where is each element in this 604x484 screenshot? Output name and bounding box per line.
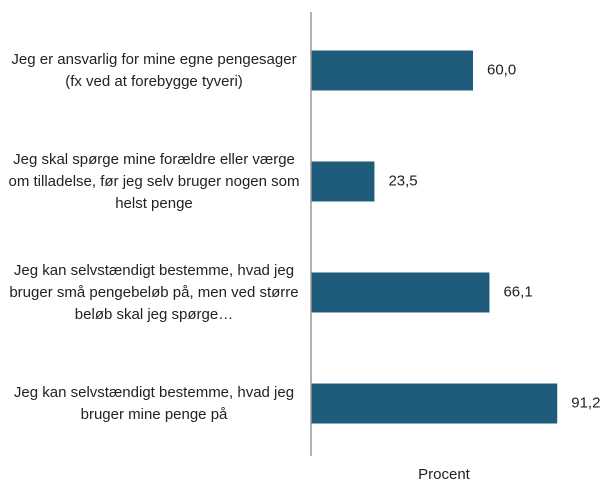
value-label: 66,1 — [503, 283, 532, 300]
bar — [311, 383, 558, 424]
value-label: 91,2 — [571, 394, 600, 411]
bar — [311, 272, 490, 313]
category-label: Jeg kan selvstændigt bestemme, hvad jeg … — [13, 383, 295, 423]
bar — [311, 50, 473, 91]
x-axis-label: Procent — [418, 466, 471, 483]
bar — [311, 161, 375, 202]
category-label: Jeg er ansvarlig for mine egne pengesage… — [11, 50, 297, 90]
value-label: 23,5 — [388, 172, 417, 189]
value-label: 60,0 — [487, 61, 516, 78]
category-label: Jeg kan selvstændigt bestemme, hvad jeg … — [9, 261, 299, 323]
category-label: Jeg skal spørge mine forældre eller værg… — [8, 150, 300, 212]
